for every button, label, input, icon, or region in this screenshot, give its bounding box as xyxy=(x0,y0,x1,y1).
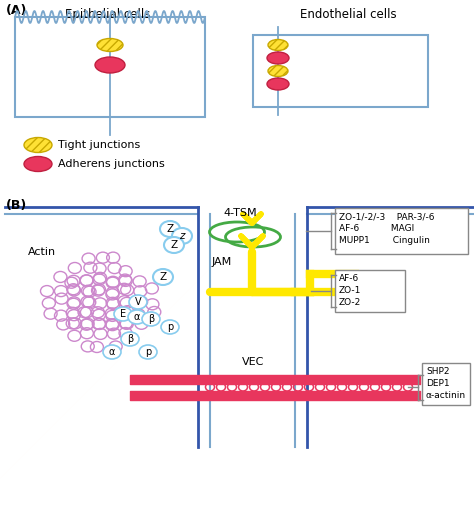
Text: 4-TSM: 4-TSM xyxy=(223,208,257,218)
Ellipse shape xyxy=(161,320,179,334)
Text: JAM: JAM xyxy=(212,257,232,267)
Text: α: α xyxy=(109,347,115,357)
Text: Z: Z xyxy=(171,240,178,250)
Ellipse shape xyxy=(160,221,180,237)
Text: α: α xyxy=(134,312,140,322)
Ellipse shape xyxy=(139,345,157,359)
Ellipse shape xyxy=(153,269,173,285)
Text: β: β xyxy=(148,314,154,324)
Ellipse shape xyxy=(97,39,123,52)
Text: V: V xyxy=(135,297,141,307)
Text: Epithelial cells: Epithelial cells xyxy=(65,8,151,21)
Ellipse shape xyxy=(24,137,52,153)
Text: p: p xyxy=(167,322,173,332)
Text: Tight junctions: Tight junctions xyxy=(58,140,140,150)
Text: VEC: VEC xyxy=(242,357,264,367)
Ellipse shape xyxy=(24,157,52,171)
Ellipse shape xyxy=(164,237,184,253)
Ellipse shape xyxy=(114,307,132,321)
Text: z: z xyxy=(179,231,185,241)
Ellipse shape xyxy=(103,345,121,359)
Bar xyxy=(253,35,428,107)
Ellipse shape xyxy=(267,78,289,90)
Ellipse shape xyxy=(128,310,146,324)
Text: AF-6
ZO-1
ZO-2: AF-6 ZO-1 ZO-2 xyxy=(339,274,361,307)
Ellipse shape xyxy=(267,52,289,64)
Text: Adherens junctions: Adherens junctions xyxy=(58,159,165,169)
Ellipse shape xyxy=(268,65,288,77)
Text: Actin: Actin xyxy=(28,247,56,257)
Ellipse shape xyxy=(129,295,147,309)
Text: Endothelial cells: Endothelial cells xyxy=(300,8,396,21)
Text: ZO-1/-2/-3    PAR-3/-6
AF-6           MAGI
MUPP1        Cingulin: ZO-1/-2/-3 PAR-3/-6 AF-6 MAGI MUPP1 Cing… xyxy=(339,212,435,244)
Text: (A): (A) xyxy=(6,4,27,17)
Bar xyxy=(335,208,468,254)
Text: p: p xyxy=(145,347,151,357)
Bar xyxy=(15,17,205,117)
Ellipse shape xyxy=(121,332,139,346)
Bar xyxy=(422,363,470,405)
Ellipse shape xyxy=(172,228,192,244)
Text: β: β xyxy=(127,334,133,344)
Text: Z: Z xyxy=(166,224,173,234)
Ellipse shape xyxy=(95,57,125,73)
Bar xyxy=(335,270,405,312)
Text: SHP2
DEP1
α-actinin: SHP2 DEP1 α-actinin xyxy=(426,367,466,400)
Text: E: E xyxy=(120,309,126,319)
Text: Z: Z xyxy=(159,272,166,282)
Ellipse shape xyxy=(142,312,160,326)
Ellipse shape xyxy=(268,40,288,51)
Text: (B): (B) xyxy=(6,199,27,212)
